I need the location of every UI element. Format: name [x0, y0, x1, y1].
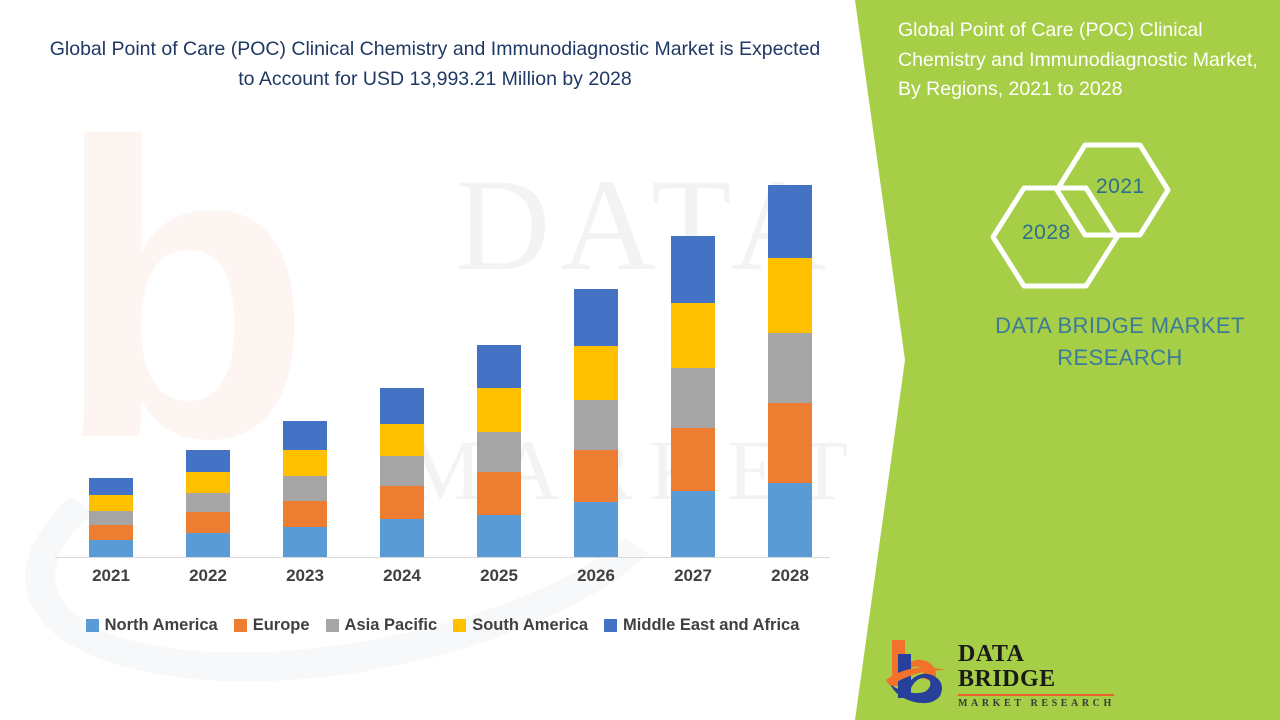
bar-segment	[186, 533, 230, 557]
stacked-bar-plot	[55, 150, 830, 558]
bar-segment	[574, 502, 618, 557]
data-bridge-logo: DATA BRIDGE MARKET RESEARCH	[880, 636, 1115, 709]
legend-swatch-icon	[453, 619, 467, 632]
legend-label: North America	[104, 616, 218, 634]
bar-segment	[380, 424, 424, 456]
bar-segment	[768, 185, 812, 258]
logo-wordmark: DATA BRIDGE MARKET RESEARCH	[958, 641, 1118, 710]
legend-item[interactable]: South America	[453, 616, 588, 635]
bar-segment	[768, 483, 812, 557]
legend-item[interactable]: Middle East and Africa	[604, 616, 799, 635]
bar-segment	[186, 472, 230, 493]
legend-item[interactable]: Asia Pacific	[325, 616, 438, 635]
bar-segment	[574, 346, 618, 400]
bar-segment	[380, 388, 424, 424]
x-tick-label-2026: 2026	[577, 566, 615, 585]
bar-segment	[89, 478, 133, 495]
legend-label: Europe	[252, 616, 310, 634]
bar-segment	[283, 527, 327, 557]
legend-label: Asia Pacific	[344, 616, 438, 634]
legend-swatch-icon	[604, 619, 618, 632]
x-tick-label-2024: 2024	[383, 566, 421, 585]
logo-divider	[958, 694, 1114, 697]
bar-segment	[380, 519, 424, 557]
x-tick-label-2027: 2027	[674, 566, 712, 585]
x-tick-label-2025: 2025	[480, 566, 518, 585]
bar-segment	[186, 450, 230, 472]
bar-segment	[574, 289, 618, 346]
legend-swatch-icon	[233, 619, 247, 632]
x-tick-label-2022: 2022	[189, 566, 227, 585]
legend-item[interactable]: North America	[85, 616, 218, 635]
logo-subtitle: MARKET RESEARCH	[958, 698, 1115, 710]
legend-label: South America	[472, 616, 589, 634]
bar-segment	[283, 501, 327, 527]
legend-swatch-icon	[325, 619, 339, 632]
hexagon-label-2028: 2028	[1022, 221, 1071, 244]
x-axis-labels: 2021 2022 2023 2024 2025 2026 2027 2028	[55, 566, 830, 596]
bar-segment	[477, 472, 521, 515]
chart-panel: Global Point of Care (POC) Clinical Chem…	[49, 38, 830, 635]
bar-2021	[89, 478, 133, 557]
bar-2028	[768, 185, 812, 557]
bar-segment	[283, 421, 327, 450]
bar-segment	[477, 515, 521, 557]
hexagon-label-2021: 2021	[1096, 175, 1145, 198]
brand-name-text: DATA BRIDGE MARKET RESEARCH	[995, 313, 1245, 370]
bar-segment	[574, 450, 618, 502]
bar-segment	[477, 432, 521, 472]
bar-segment	[671, 491, 715, 557]
x-tick-label-2028: 2028	[771, 566, 809, 585]
bar-segment	[89, 525, 133, 540]
bar-segment	[477, 345, 521, 388]
legend-swatch-icon	[85, 619, 99, 632]
bar-2026	[574, 289, 618, 557]
bar-segment	[671, 303, 715, 368]
bar-segment	[186, 512, 230, 533]
logo-title: DATA BRIDGE	[958, 641, 1056, 693]
legend-item[interactable]: Europe	[233, 616, 310, 635]
hexagon-badges: 2021 2028	[980, 140, 1210, 290]
bar-segment	[380, 486, 424, 519]
x-axis-line	[55, 557, 830, 558]
bar-2025	[477, 345, 521, 557]
bar-segment	[574, 400, 618, 450]
bar-segment	[89, 540, 133, 557]
bar-segment	[671, 236, 715, 303]
bar-segment	[186, 493, 230, 512]
bar-2024	[380, 388, 424, 557]
bar-segment	[89, 511, 133, 525]
bar-2027	[671, 236, 715, 557]
bar-segment	[380, 456, 424, 486]
x-tick-label-2023: 2023	[286, 566, 324, 585]
bar-2023	[283, 421, 327, 557]
bar-segment	[283, 476, 327, 501]
logo-mark-icon	[886, 640, 946, 704]
bar-segment	[768, 403, 812, 483]
bar-segment	[671, 428, 715, 491]
bar-segment	[477, 388, 521, 432]
bar-segment	[89, 495, 133, 511]
bar-segment	[768, 258, 812, 333]
chart-title: Global Point of Care (POC) Clinical Chem…	[49, 38, 821, 91]
bar-segment	[671, 368, 715, 428]
x-tick-label-2021: 2021	[92, 566, 130, 585]
bar-segment	[768, 333, 812, 403]
side-panel-title: Global Point of Care (POC) Clinical Chem…	[898, 19, 1258, 101]
chart-legend: North America Europe Asia Pacific South Ame…	[55, 616, 830, 635]
legend-label: Middle East and Africa	[623, 616, 800, 634]
bar-2022	[186, 450, 230, 557]
hexagon-outlines-svg	[990, 142, 1171, 289]
bar-segment	[283, 450, 327, 476]
hexagon-2028-shape	[990, 185, 1120, 289]
